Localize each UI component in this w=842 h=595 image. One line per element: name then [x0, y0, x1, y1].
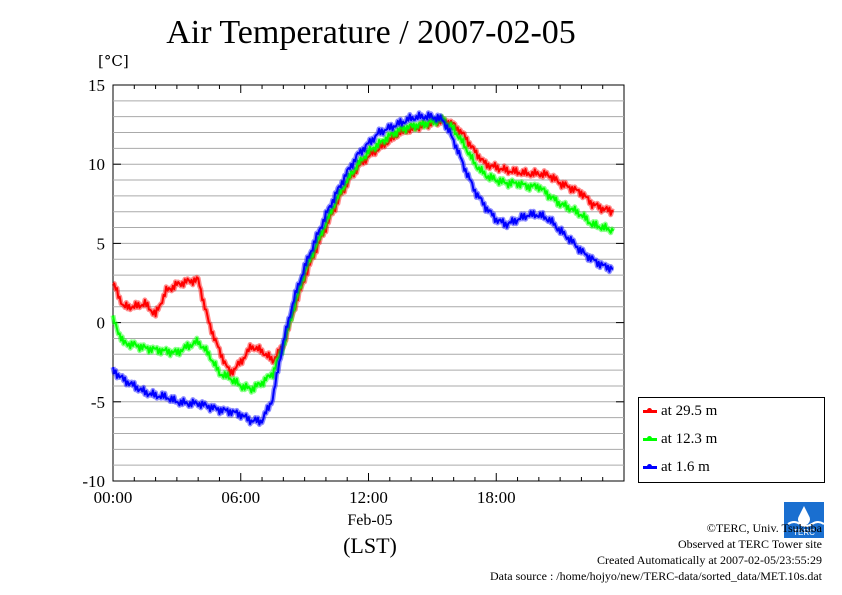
- y-axis-unit: [°C]: [98, 52, 129, 70]
- credit-copyright: ©TERC, Univ. Tsukuba: [706, 521, 822, 535]
- credit-created: Created Automatically at 2007-02-05/23:5…: [597, 553, 822, 567]
- logo-text: TERC: [793, 528, 815, 537]
- grid: [113, 100, 624, 466]
- legend: at 29.5 m at 12.3 m at 1.6 m: [638, 397, 825, 483]
- x-tick-label: 00:00: [94, 488, 133, 507]
- x-axis-label: (LST): [343, 533, 397, 558]
- credits: ©TERC, Univ. Tsukuba Observed at TERC To…: [490, 520, 822, 584]
- legend-label: at 1.6 m: [661, 458, 710, 475]
- series-line: [112, 111, 614, 426]
- x-tick-label: 12:00: [349, 488, 388, 507]
- series-line: [112, 115, 615, 394]
- legend-label: at 12.3 m: [661, 430, 718, 447]
- chart-title: Air Temperature / 2007-02-05: [166, 14, 576, 51]
- series-group: [110, 110, 616, 427]
- y-tick-label: 15: [88, 76, 105, 95]
- credit-source: Data source : /home/hojyo/new/TERC-data/…: [489, 569, 822, 583]
- x-tick-label: 18:00: [477, 488, 516, 507]
- x-date-label: Feb-05: [347, 512, 393, 529]
- legend-item: at 1.6 m: [643, 456, 710, 478]
- y-tick-label: -5: [91, 393, 105, 412]
- y-tick-label: 5: [97, 234, 106, 253]
- series-line: [112, 116, 614, 377]
- legend-label: at 29.5 m: [661, 402, 718, 419]
- credit-site: Observed at TERC Tower site: [677, 537, 822, 551]
- axis-ticks: 00:00 06:00 12:00 18:00 -10 -5 0 5 10 15: [82, 76, 624, 507]
- y-tick-label: 10: [88, 155, 105, 174]
- terc-logo: TERC: [784, 502, 824, 538]
- legend-swatch: [643, 435, 657, 441]
- legend-swatch: [643, 463, 657, 469]
- y-tick-label: 0: [97, 314, 106, 333]
- legend-item: at 12.3 m: [643, 428, 717, 450]
- legend-swatch: [643, 407, 657, 413]
- x-tick-label: 06:00: [221, 488, 260, 507]
- y-tick-label: -10: [82, 472, 105, 491]
- legend-item: at 29.5 m: [643, 400, 717, 422]
